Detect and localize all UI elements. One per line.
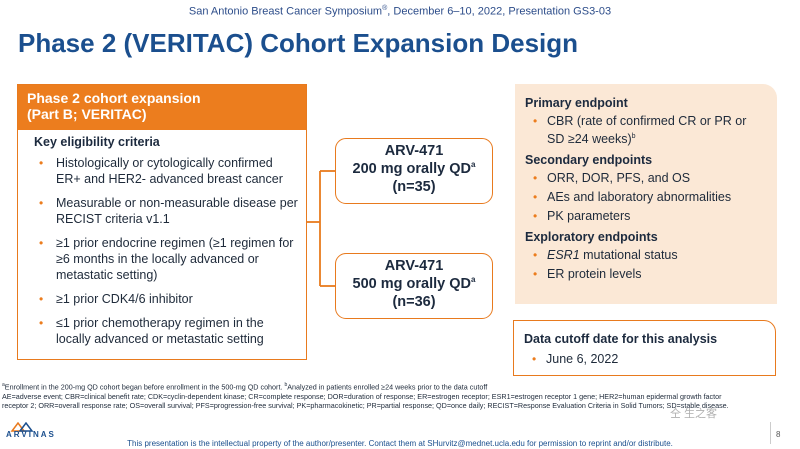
- conference-header: San Antonio Breast Cancer Symposium®, De…: [0, 5, 800, 18]
- footnote-b-mark: b: [284, 382, 288, 388]
- data-cutoff-list: June 6, 2022: [524, 351, 765, 367]
- criteria-item: ≥1 prior CDK4/6 inhibitor: [34, 291, 298, 307]
- registered-mark: ®: [382, 5, 388, 12]
- arm-n: (n=36): [392, 294, 436, 310]
- exploratory-endpoints-list: ESR1 mutational status ER protein levels: [525, 247, 767, 282]
- primary-endpoint-sup: b: [631, 133, 636, 140]
- secondary-endpoint-item: AEs and laboratory abnormalities: [525, 189, 767, 205]
- conference-name: San Antonio Breast Cancer Symposium: [188, 5, 383, 18]
- secondary-endpoints-list: ORR, DOR, PFS, and OS AEs and laboratory…: [525, 170, 767, 224]
- primary-endpoint-heading: Primary endpoint: [525, 96, 628, 110]
- arvinas-logo-text: ARVINAS: [6, 430, 56, 439]
- arm-dose-text: 200 mg orally QD: [352, 161, 471, 177]
- criteria-item: ≥1 prior endocrine regimen (≥1 regimen f…: [34, 235, 298, 283]
- primary-endpoint-text: CBR (rate of confirmed CR or PR or SD ≥2…: [547, 114, 747, 147]
- criteria-item: Measurable or non-measurable disease per…: [34, 195, 298, 227]
- footnote-abbreviations-cont: receptor 2; ORR=overall response rate; O…: [2, 401, 729, 411]
- exploratory-endpoint-item: ER protein levels: [525, 266, 767, 282]
- cohort-heading-line2: (Part B; VERITAC): [27, 106, 147, 122]
- cohort-heading-line1: Phase 2 cohort expansion: [27, 90, 201, 106]
- primary-endpoint-item: CBR (rate of confirmed CR or PR or SD ≥2…: [525, 113, 767, 147]
- exploratory-endpoint-text: mutational status: [579, 248, 678, 263]
- footnotes: aEnrollment in the 200-mg QD cohort bega…: [2, 381, 787, 411]
- secondary-endpoints-heading: Secondary endpoints: [525, 153, 653, 168]
- footnote-a-text: Enrollment in the 200-mg QD cohort began…: [4, 382, 285, 392]
- secondary-endpoint-item: PK parameters: [525, 208, 767, 224]
- secondary-endpoint-item: ORR, DOR, PFS, and OS: [525, 170, 767, 186]
- data-cutoff-heading: Data cutoff date for this analysis: [524, 332, 718, 346]
- arm-dose-sup: a: [471, 160, 476, 170]
- footnote-b-text: Analyzed in patients enrolled ≥24 weeks …: [287, 382, 488, 392]
- endpoints-box: Primary endpoint CBR (rate of confirmed …: [515, 84, 777, 304]
- page-title: Phase 2 (VERITAC) Cohort Expansion Desig…: [18, 28, 579, 58]
- copyright-note: This presentation is the intellectual pr…: [127, 439, 673, 448]
- footnote-a-mark: a: [2, 382, 5, 388]
- exploratory-endpoints-heading: Exploratory endpoints: [525, 230, 658, 245]
- data-cutoff-date: June 6, 2022: [524, 351, 765, 367]
- page-divider: [770, 422, 771, 444]
- arm-200mg-box: ARV-471 200 mg orally QDa (n=35): [335, 138, 493, 204]
- conference-details: , December 6–10, 2022, Presentation GS3-…: [387, 5, 612, 18]
- arm-name: ARV-471: [384, 143, 444, 159]
- arvinas-logo-icon: [10, 422, 34, 432]
- footnote-abbreviations: AE=adverse event; CBR=clinical benefit r…: [2, 391, 722, 401]
- arm-name: ARV-471: [384, 258, 444, 274]
- primary-endpoint-list: CBR (rate of confirmed CR or PR or SD ≥2…: [525, 113, 767, 147]
- page-number: 8: [776, 430, 781, 439]
- criteria-item: ≤1 prior chemotherapy regimen in the loc…: [34, 315, 298, 347]
- arm-n: (n=35): [392, 179, 436, 195]
- arm-dose-sup: a: [471, 275, 476, 285]
- exploratory-endpoint-item: ESR1 mutational status: [525, 247, 767, 263]
- watermark: 仝 生之客: [670, 408, 718, 420]
- cohort-box: Phase 2 cohort expansion (Part B; VERITA…: [17, 84, 307, 360]
- arm-dose: 200 mg orally QDa: [336, 160, 492, 178]
- arm-dose-text: 500 mg orally QD: [352, 276, 471, 292]
- criteria-list: Histologically or cytologically confirme…: [18, 149, 306, 347]
- data-cutoff-box: Data cutoff date for this analysis June …: [513, 320, 776, 376]
- arm-500mg-box: ARV-471 500 mg orally QDa (n=36): [335, 253, 493, 319]
- criteria-title: Key eligibility criteria: [34, 135, 160, 149]
- footnote-line1: aEnrollment in the 200-mg QD cohort bega…: [2, 381, 787, 392]
- arm-dose: 500 mg orally QDa: [336, 275, 492, 293]
- criteria-item: Histologically or cytologically confirme…: [34, 155, 298, 187]
- cohort-heading: Phase 2 cohort expansion (Part B; VERITA…: [18, 85, 306, 130]
- esr1-gene: ESR1: [547, 248, 580, 263]
